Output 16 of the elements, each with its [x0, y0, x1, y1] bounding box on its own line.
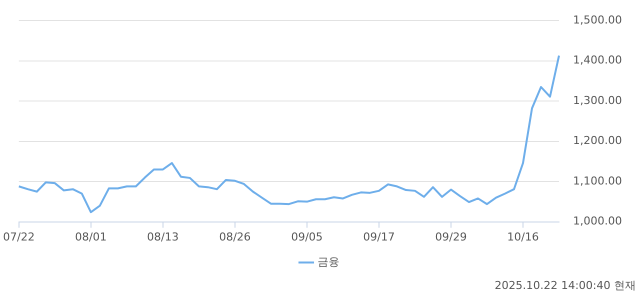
- x-tick-label: 07/22: [3, 230, 35, 244]
- y-tick-label: 1,300.00: [573, 94, 622, 107]
- x-tick-label: 10/16: [507, 230, 539, 244]
- y-tick-label: 1,500.00: [573, 13, 622, 26]
- x-tick-label: 09/17: [363, 230, 395, 244]
- legend-label: 금융: [317, 255, 340, 268]
- x-tick-label: 08/13: [147, 230, 179, 244]
- y-tick-label: 1,400.00: [573, 54, 622, 67]
- y-tick-label: 1,000.00: [573, 214, 622, 228]
- x-tick-label: 09/05: [291, 230, 323, 244]
- x-tick-label: 08/26: [219, 230, 251, 244]
- x-tick-label: 09/29: [435, 230, 467, 244]
- text: 2025.10.22 14:00:40 현재: [494, 278, 636, 293]
- y-tick-label: 1,200.00: [573, 134, 622, 148]
- x-tick-label: 08/01: [75, 230, 107, 244]
- y-tick-label: 1,100.00: [573, 174, 622, 188]
